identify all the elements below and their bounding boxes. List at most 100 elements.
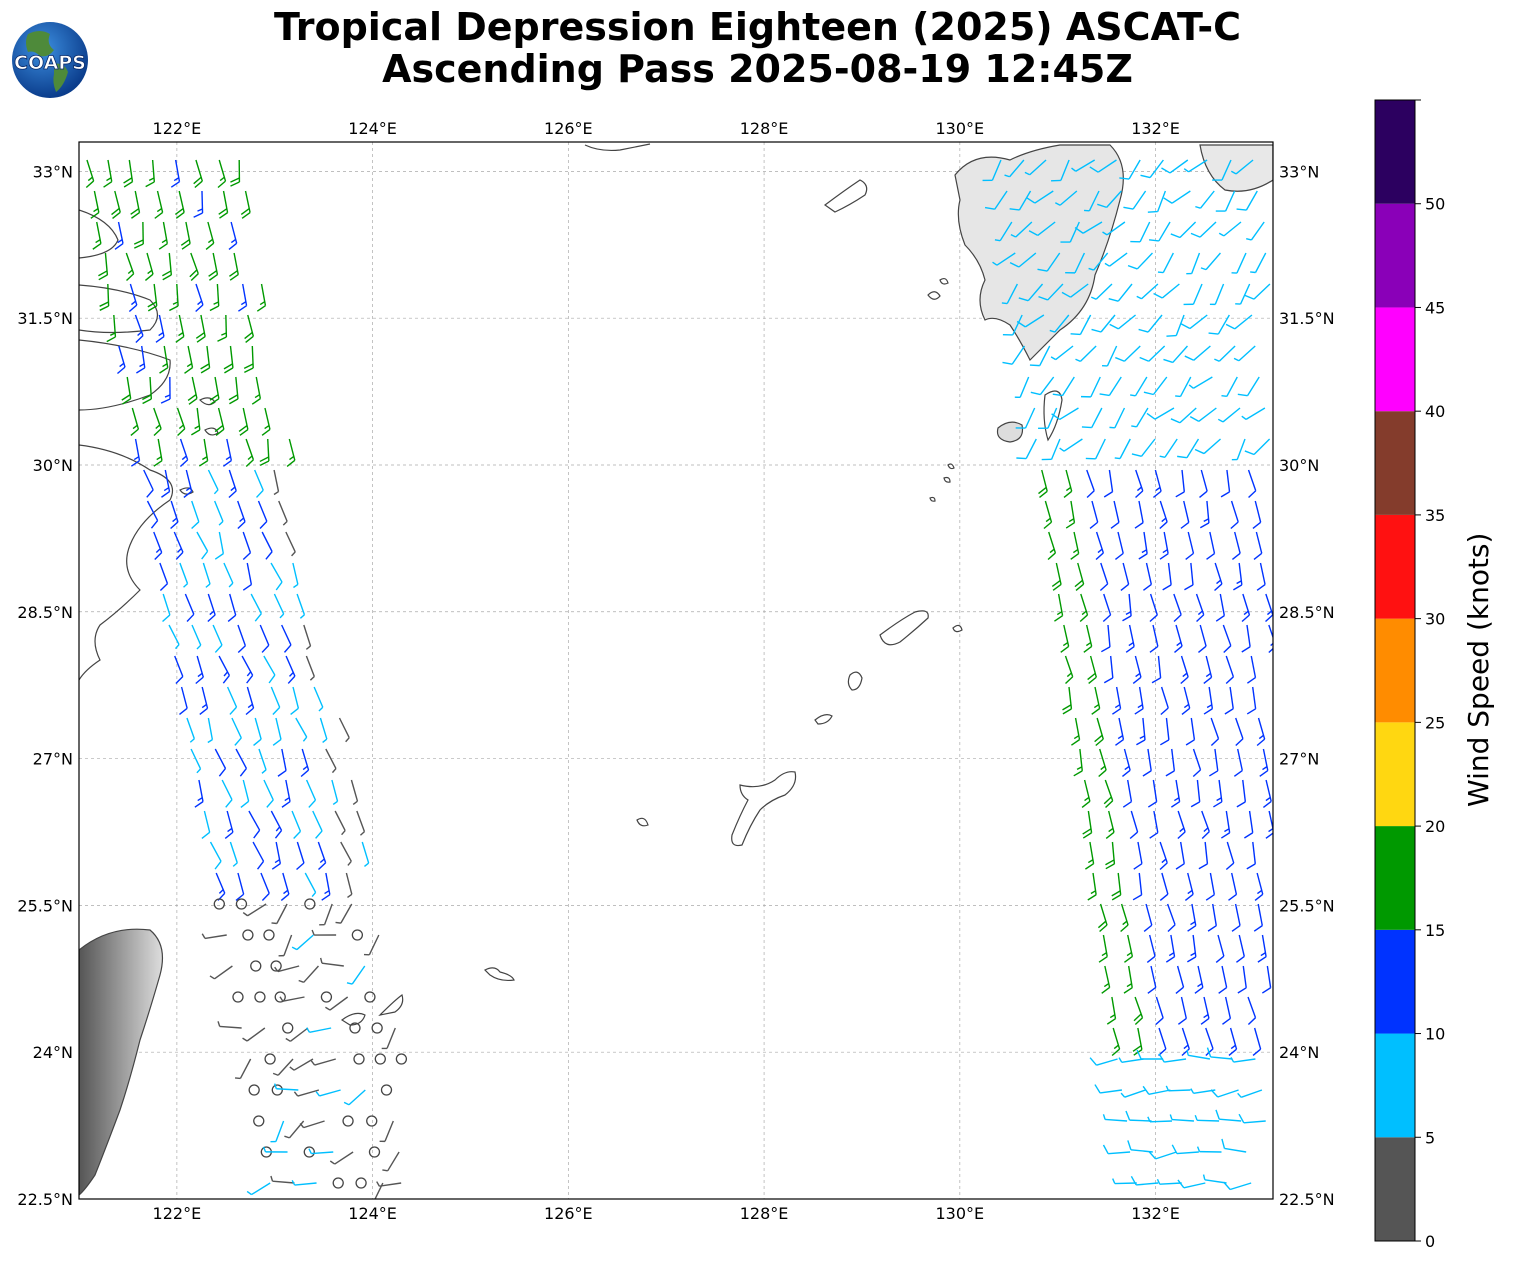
wind-barb [162,593,171,623]
wind-barb [224,810,234,839]
wind-barb [146,500,159,529]
wind-barb [189,252,199,282]
wind-barb [237,624,247,654]
map-frame [78,141,1274,1200]
wind-barb [1165,1085,1191,1092]
wind-barb [1127,252,1153,270]
wind-barb [252,841,265,870]
colorbar-bin [1375,826,1415,930]
wind-barb [245,686,255,716]
lon-tick-label-top: 122°E [153,119,202,138]
wind-barb [1181,1027,1190,1057]
lon-tick-label-top: 128°E [740,119,789,138]
wind-barb [270,1175,295,1184]
wind-barb [1173,593,1182,623]
wind-barb [1105,841,1116,870]
wind-barb [1189,407,1217,422]
wind-barb [1114,531,1124,560]
wind-barb [1201,810,1210,840]
wind-barb [217,1021,242,1029]
wind-barb [1091,686,1101,715]
wind-barb [195,314,206,343]
wind-barb [1198,841,1209,870]
wind-barbs [85,159,1273,1199]
wind-barb [1185,717,1196,746]
wind-barb [242,903,267,917]
wind-barb [1198,624,1207,653]
wind-barb [244,314,255,343]
wind-barb [1059,438,1083,452]
wind-barb [1064,655,1074,685]
wind-barb [1085,438,1106,460]
wind-barb [217,159,227,189]
wind-barb [1136,717,1146,746]
wind-barb [191,500,200,530]
colorbar-tick-label: 5 [1425,1128,1435,1147]
wind-barb [221,779,233,808]
wind-barb [1146,934,1156,963]
wind-barb [1253,531,1263,560]
wind-barb [1142,1085,1171,1096]
wind-barb [145,159,156,188]
lon-tick-label-top: 126°E [544,119,593,138]
colorbar-tick-label: 20 [1425,817,1445,836]
wind-barb [1225,841,1235,871]
wind-barb [345,872,353,899]
wind-barb [1009,252,1037,268]
wind-barb [1262,779,1272,808]
wind-barb [1098,748,1107,778]
wind-barb [1208,748,1219,777]
wind-barb [279,996,305,1002]
colorbar-bin [1375,203,1415,308]
wind-barb [1111,872,1122,901]
lat-tick-label-left: 30°N [33,456,73,475]
wind-barb [1163,190,1191,204]
wind-barb [1134,500,1144,529]
wind-barb [121,376,132,405]
wind-barb [1082,810,1093,839]
wind-barb [1195,593,1205,623]
wind-barb [1177,996,1187,1025]
wind-barb [240,779,250,808]
lat-tick-label-right: 30°N [1279,456,1319,475]
title-line-2: Ascending Pass 2025-08-19 12:45Z [382,47,1133,91]
colorbar-tick-label: 50 [1425,195,1445,214]
wind-barb [1253,903,1263,932]
wind-barb [285,531,296,557]
colorbar-bin [1375,100,1415,204]
wind-barb [1102,1114,1128,1122]
calm-circle [274,991,286,1003]
wind-barb [1132,655,1142,684]
wind-barb [321,872,331,901]
lat-tick-label-left: 24°N [33,1043,73,1062]
wind-barb [259,438,270,467]
wind-barb [1065,500,1076,529]
wind-barb [1194,1115,1220,1122]
wind-barb [1183,159,1208,173]
wind-barb [1014,376,1030,399]
wind-barb [305,655,315,681]
wind-barb [153,438,163,467]
wind-barb [1215,190,1236,212]
wind-barb [1123,965,1133,994]
wind-barb [1233,345,1256,362]
wind-barb [1060,624,1070,653]
wind-barb [1157,252,1174,274]
goto-islands [823,179,949,300]
wind-barb [289,1058,314,1071]
calm-circle [248,1084,260,1096]
lat-tick-label-left: 25.5°N [17,896,73,915]
wind-barb [134,314,144,344]
wind-barb [338,717,350,743]
wind-barb [195,655,204,685]
calm-circle [349,1022,361,1034]
wind-barb [1009,190,1032,211]
wind-barb [1224,686,1234,715]
wind-barb [1202,1174,1227,1184]
lon-tick-label-top: 130°E [935,119,984,138]
wind-barb [170,500,179,530]
wind-barb [170,159,181,188]
wind-barb [296,593,306,619]
wind-barb [992,252,1016,266]
wind-barb [1125,624,1135,653]
